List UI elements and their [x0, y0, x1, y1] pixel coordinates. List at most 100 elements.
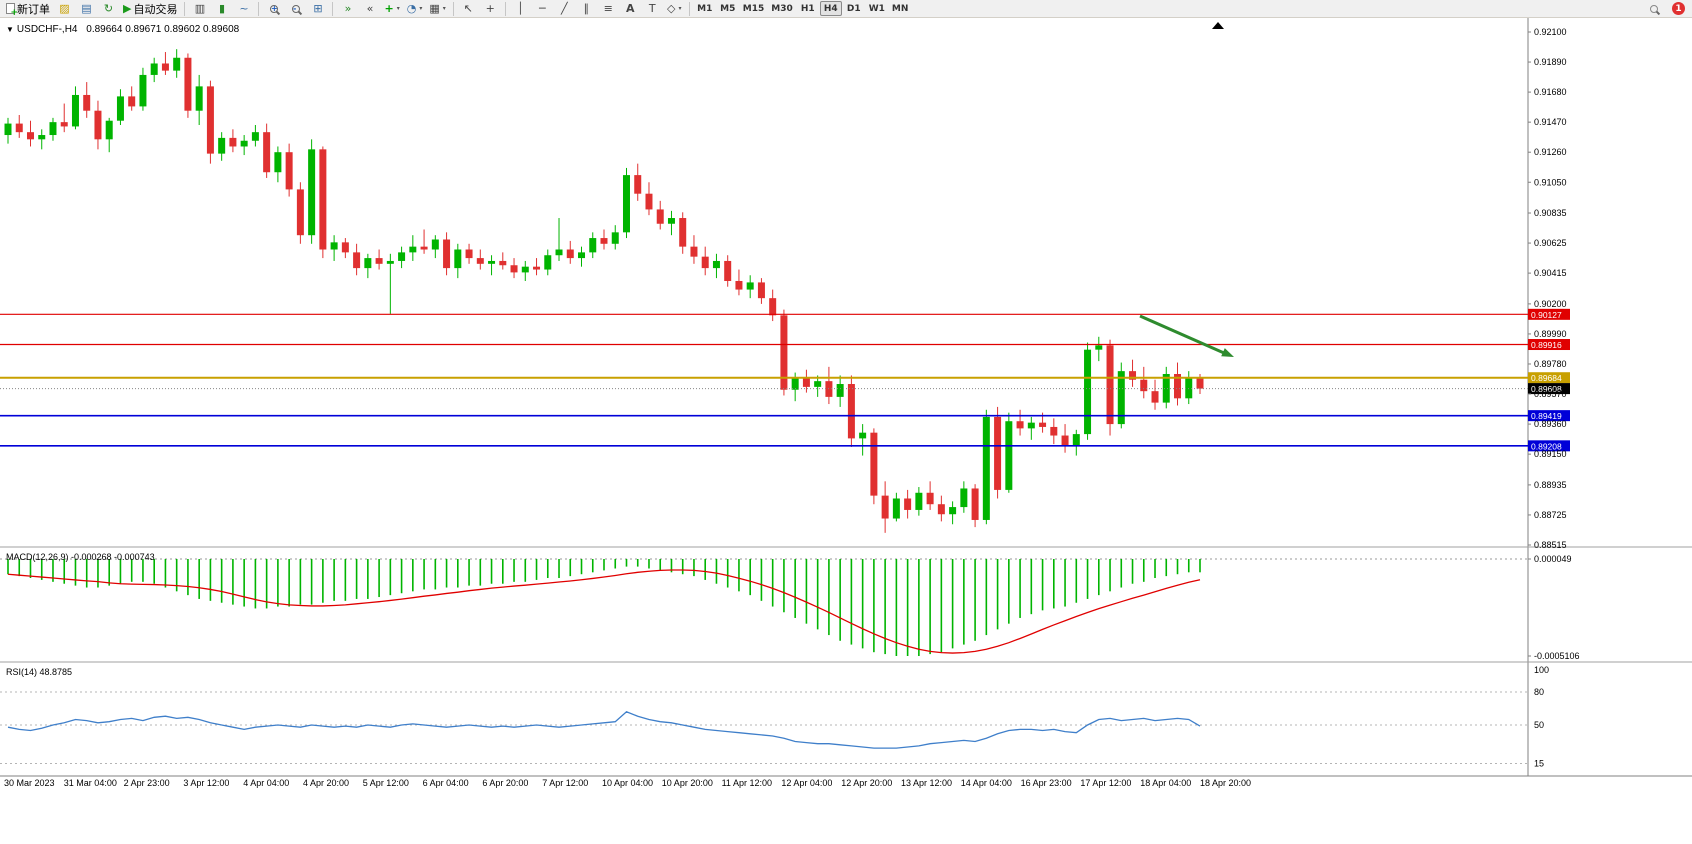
timeframe-m15-button[interactable]: M15: [742, 3, 765, 14]
svg-text:18 Apr 04:00: 18 Apr 04:00: [1140, 778, 1191, 788]
new-order-label: 新订单: [17, 2, 50, 16]
svg-text:0.91470: 0.91470: [1534, 117, 1567, 127]
toolbar-separator: [452, 1, 454, 16]
text-label-button[interactable]: T: [642, 1, 663, 17]
tile-windows-button[interactable]: ⊞: [307, 1, 328, 17]
auto-scroll-icon: »: [344, 1, 352, 15]
chart-window-button[interactable]: ▨: [54, 1, 75, 17]
line-chart-button[interactable]: ~: [233, 1, 254, 17]
svg-text:0.89360: 0.89360: [1534, 419, 1567, 429]
toolbar-right-group: 1: [1643, 1, 1689, 17]
indicators-button[interactable]: + ▾: [381, 1, 402, 17]
symbol-dropdown-icon[interactable]: ▼: [6, 25, 14, 34]
profiles-icon: ▤: [81, 1, 92, 15]
svg-text:0.89780: 0.89780: [1534, 359, 1567, 369]
timeframe-m5-button[interactable]: M5: [720, 3, 736, 14]
svg-text:0.89208: 0.89208: [1531, 441, 1562, 451]
svg-text:13 Apr 12:00: 13 Apr 12:00: [901, 778, 952, 788]
timeframe-m30-button[interactable]: M30: [771, 3, 793, 14]
horizontal-lines-layer[interactable]: [0, 313, 1528, 447]
indicators-icon: +: [384, 1, 394, 15]
autotrading-button[interactable]: ▶ 自动交易: [120, 1, 180, 17]
timeframe-mn-button[interactable]: MN: [891, 3, 909, 14]
rsi-indicator-label: RSI(14) 48.8785: [6, 667, 73, 677]
zoom-out-button[interactable]: -: [285, 1, 306, 17]
auto-scroll-button[interactable]: »: [337, 1, 358, 17]
fibonacci-icon: ≡: [603, 1, 613, 15]
svg-text:12 Apr 04:00: 12 Apr 04:00: [781, 778, 832, 788]
chart-shift-button[interactable]: «: [359, 1, 380, 17]
toolbar: 新订单 ▨ ▤ ↻ ▶ 自动交易 ▥ ▮ ~ + - ⊞ » « +▾ ◔▾ ▦…: [0, 0, 1692, 18]
crosshair-button[interactable]: +: [480, 1, 501, 17]
text-button[interactable]: A: [620, 1, 641, 17]
timeframe-m1-button[interactable]: M1: [697, 3, 713, 14]
timeframe-d1-button[interactable]: D1: [846, 3, 861, 14]
svg-text:11 Apr 12:00: 11 Apr 12:00: [722, 778, 772, 788]
line-chart-icon: ~: [239, 1, 249, 15]
zoom-in-button[interactable]: +: [263, 1, 284, 17]
svg-text:0.90127: 0.90127: [1531, 310, 1562, 320]
svg-text:14 Apr 04:00: 14 Apr 04:00: [961, 778, 1012, 788]
bar-chart-button[interactable]: ▥: [189, 1, 210, 17]
svg-text:7 Apr 12:00: 7 Apr 12:00: [542, 778, 588, 788]
svg-text:0.89570: 0.89570: [1534, 389, 1567, 399]
time-axis[interactable]: 30 Mar 2023 31 Mar 04:00 2 Apr 23:00 3 Apr …: [4, 778, 1251, 788]
cursor-button[interactable]: ↖: [458, 1, 479, 17]
candlestick-chart-button[interactable]: ▮: [211, 1, 232, 17]
channel-button[interactable]: ∥: [576, 1, 597, 17]
svg-text:0.89990: 0.89990: [1534, 329, 1567, 339]
timeframe-w1-button[interactable]: W1: [868, 3, 885, 14]
svg-text:30 Mar 2023: 30 Mar 2023: [4, 778, 55, 788]
svg-text:0.89684: 0.89684: [1531, 373, 1562, 383]
svg-text:80: 80: [1534, 687, 1544, 697]
svg-text:0.89608: 0.89608: [1531, 384, 1562, 394]
cursor-icon: ↖: [463, 1, 473, 15]
ohlc-values: 0.89664 0.89671 0.89602 0.89608: [86, 24, 240, 35]
vertical-line-button[interactable]: │: [510, 1, 531, 17]
zoom-out-icon: -: [291, 4, 300, 13]
new-order-button[interactable]: 新订单: [3, 1, 53, 18]
svg-text:0.90625: 0.90625: [1534, 238, 1567, 248]
svg-text:0.90415: 0.90415: [1534, 268, 1567, 278]
new-order-icon: [6, 3, 18, 18]
dropdown-caret-icon: ▾: [419, 5, 423, 12]
chart-area[interactable]: 0.90127 0.89916 0.89684 0.89419 0.89208 0.896…: [0, 18, 1692, 844]
svg-text:16 Apr 23:00: 16 Apr 23:00: [1021, 778, 1072, 788]
crosshair-icon: +: [485, 1, 495, 15]
candles-layer: [4, 49, 1204, 533]
fibonacci-button[interactable]: ≡: [598, 1, 619, 17]
horizontal-line-button[interactable]: ─: [532, 1, 553, 17]
chart-title: ▼ USDCHF-,H4 0.89664 0.89671 0.89602 0.89…: [6, 24, 239, 35]
profiles-button[interactable]: ▤: [76, 1, 97, 17]
macd-indicator-label: MACD(12,26,9) -0.000268 -0.000743: [6, 552, 155, 562]
periods-button[interactable]: ◔ ▾: [404, 1, 426, 17]
svg-text:5 Apr 12:00: 5 Apr 12:00: [363, 778, 409, 788]
trendline-button[interactable]: ╱: [554, 1, 575, 17]
refresh-button[interactable]: ↻: [98, 1, 119, 17]
clock-icon: ◔: [406, 1, 417, 15]
search-button[interactable]: [1643, 1, 1664, 17]
chart-window-icon: ▨: [59, 1, 70, 15]
notification-badge[interactable]: 1: [1672, 2, 1685, 15]
text-label-icon: T: [648, 1, 656, 15]
price-axis[interactable]: 0.92100 0.91890 0.91680 0.91470 0.91260 0.910…: [1528, 27, 1567, 550]
trend-arrow-annotation[interactable]: [1139, 314, 1234, 357]
refresh-icon: ↻: [103, 1, 114, 15]
svg-text:0.91050: 0.91050: [1534, 177, 1567, 187]
rsi-pane: 100 80 50 15: [0, 665, 1549, 769]
shapes-button[interactable]: ◇ ▾: [664, 1, 685, 17]
svg-text:0.90200: 0.90200: [1534, 299, 1567, 309]
trendline-icon: ╱: [560, 1, 568, 15]
svg-text:6 Apr 20:00: 6 Apr 20:00: [482, 778, 528, 788]
svg-text:3 Apr 12:00: 3 Apr 12:00: [183, 778, 229, 788]
dropdown-caret-icon: ▾: [678, 5, 682, 12]
chart-shift-icon: «: [366, 1, 374, 15]
search-icon: [1649, 4, 1658, 13]
timeframe-h4-button[interactable]: H4: [819, 1, 842, 16]
timeframe-h1-button[interactable]: H1: [800, 3, 815, 14]
chart-shift-marker[interactable]: [1212, 22, 1224, 29]
templates-button[interactable]: ▦ ▾: [426, 1, 448, 17]
chart-frame: [0, 18, 1692, 777]
svg-text:0.88935: 0.88935: [1534, 480, 1567, 490]
shapes-icon: ◇: [667, 1, 676, 15]
